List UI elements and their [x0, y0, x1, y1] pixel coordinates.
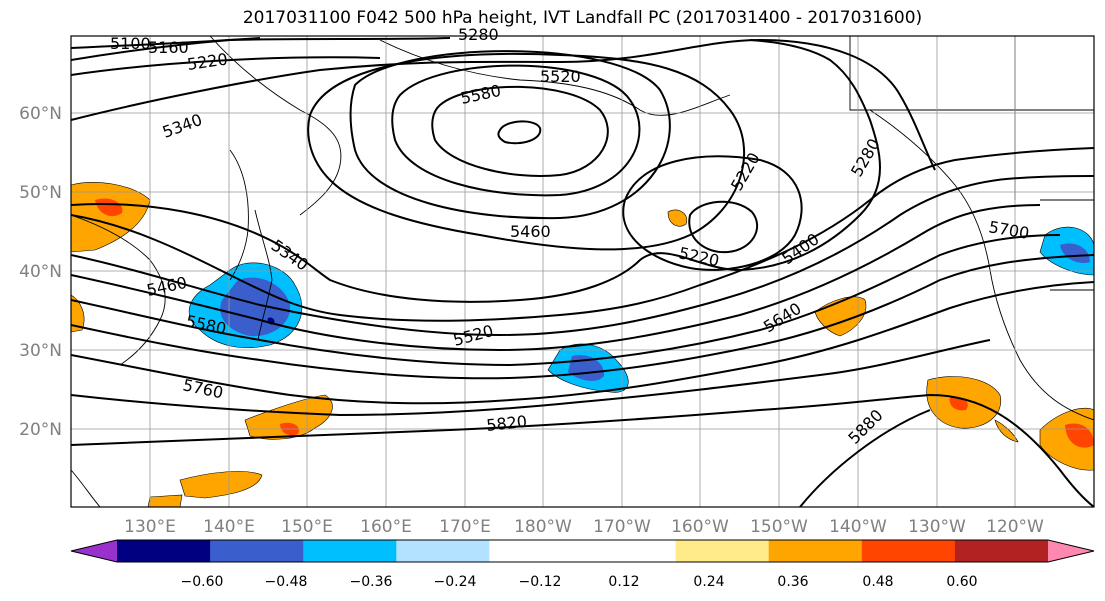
- contour-label: 5460: [145, 273, 189, 300]
- positive-ivt-region: [179, 471, 263, 499]
- latitude-labels: 60°N 50°N 40°N 30°N 20°N: [19, 104, 62, 440]
- contour-label: 5160: [148, 38, 189, 57]
- colorbar-outline: [70, 539, 1095, 563]
- colorbar-swatch: [489, 540, 583, 562]
- negative-ivt-core: [1060, 243, 1090, 264]
- gridlines: [71, 36, 1094, 507]
- colorbar-extend-min: [71, 540, 117, 562]
- lon-label: 170°E: [439, 517, 491, 537]
- positive-ivt-region: [71, 294, 85, 333]
- longitude-labels: 130°E 140°E 150°E 160°E 170°E 180°W 170°…: [124, 517, 1044, 537]
- colorbar-tick-label: 0.36: [777, 574, 808, 590]
- lon-label: 150°E: [281, 517, 333, 537]
- lon-label: 150°W: [750, 517, 808, 537]
- lat-label: 30°N: [19, 341, 62, 361]
- contour-label-group: 5100 5160 5220 5280 5520 5580 5340 5460 …: [110, 25, 1031, 448]
- colorbar-swatch: [303, 540, 397, 562]
- lon-label: 140°W: [829, 517, 887, 537]
- lat-label: 50°N: [19, 183, 62, 203]
- map-title: 2017031100 F042 500 hPa height, IVT Land…: [242, 8, 923, 28]
- lat-label: 20°N: [19, 420, 62, 440]
- colorbar-tick-label: −0.12: [519, 574, 562, 590]
- lat-label: 60°N: [19, 104, 62, 124]
- lon-label: 160°W: [671, 517, 729, 537]
- lon-label: 170°W: [593, 517, 651, 537]
- positive-ivt-region: [147, 494, 183, 507]
- colorbar-tick-label: 0.12: [608, 574, 639, 590]
- contour-label: 5880: [844, 406, 886, 448]
- contour-label: 5640: [760, 299, 805, 337]
- lon-label: 130°W: [908, 517, 966, 537]
- colorbar-swatch: [582, 540, 677, 562]
- contour-label: 5100: [110, 34, 151, 53]
- contour-label: 5340: [160, 110, 205, 142]
- contour-label: 5700: [987, 217, 1030, 243]
- lon-label: 180°W: [514, 517, 572, 537]
- contour-label: 5280: [458, 25, 499, 44]
- lon-label: 140°E: [203, 517, 255, 537]
- colorbar-swatch: [861, 540, 956, 562]
- contour-label: 5520: [451, 321, 495, 350]
- positive-ivt-core: [95, 198, 123, 217]
- colorbar-tick-labels: −0.60 −0.48 −0.36 −0.24 −0.12 0.12 0.24 …: [181, 574, 978, 590]
- colorbar-tick-label: −0.48: [265, 574, 308, 590]
- lat-label: 40°N: [19, 262, 62, 282]
- positive-ivt-region: [1039, 407, 1094, 471]
- map-frame: [70, 35, 1095, 508]
- colorbar-swatch: [954, 540, 1049, 562]
- colorbar-swatch: [675, 540, 770, 562]
- colorbar-tick-label: −0.60: [181, 574, 224, 590]
- positive-ivt-core: [949, 396, 968, 411]
- colorbar-tick-label: 0.24: [693, 574, 724, 590]
- ivt-shading: [71, 182, 1094, 507]
- height-contours: [71, 37, 1094, 507]
- lon-label: 130°E: [124, 517, 176, 537]
- colorbar: [70, 539, 1095, 563]
- colorbar-tick-label: 0.60: [946, 574, 977, 590]
- colorbar-tick-label: −0.36: [350, 574, 393, 590]
- contour-label: 5460: [510, 222, 551, 241]
- contour-label: 5760: [181, 375, 225, 402]
- contour-label: 5520: [540, 67, 581, 86]
- colorbar-tick-label: 0.48: [862, 574, 893, 590]
- contour-label: 5280: [847, 135, 884, 180]
- colorbar-tick-label: −0.24: [434, 574, 477, 590]
- colorbar-extend-max: [1048, 540, 1094, 562]
- colorbar-swatch: [210, 540, 304, 562]
- colorbar-swatch: [396, 540, 490, 562]
- colorbar-swatch: [768, 540, 863, 562]
- colorbar-swatch: [117, 540, 211, 562]
- lon-label: 120°W: [986, 517, 1044, 537]
- contour-label: 5820: [485, 412, 527, 435]
- contour-label: 5580: [459, 81, 503, 108]
- contour-label: 5220: [186, 49, 229, 73]
- positive-ivt-region: [667, 209, 688, 227]
- lon-label: 160°E: [360, 517, 412, 537]
- positive-ivt-region: [244, 394, 333, 440]
- positive-ivt-core: [1065, 423, 1094, 448]
